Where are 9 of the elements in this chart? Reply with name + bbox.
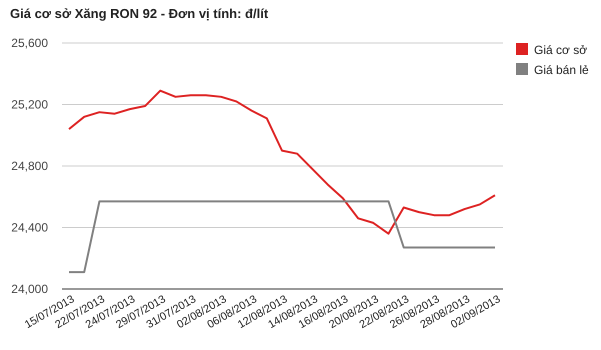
legend-label: Giá bán lẻ (534, 63, 590, 77)
y-tick-label: 24,800 (11, 159, 48, 173)
legend-label: Giá cơ sở (534, 43, 588, 57)
y-tick-label: 24,000 (11, 282, 48, 296)
y-tick-label: 24,400 (11, 220, 48, 234)
y-tick-label: 25,200 (11, 98, 48, 112)
chart-title: Giá cơ sở Xăng RON 92 - Đơn vị tính: đ/lít (10, 6, 269, 21)
y-tick-label: 25,600 (11, 36, 48, 50)
line-series (68, 90, 496, 235)
